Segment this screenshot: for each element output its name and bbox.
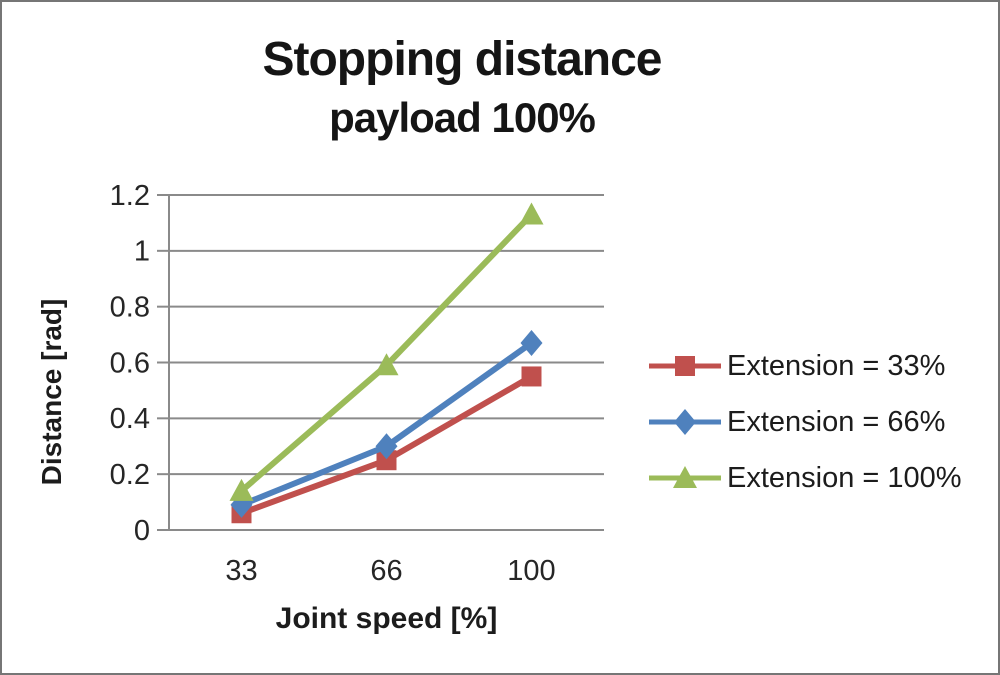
diamond-marker-icon	[375, 433, 398, 460]
triangle-marker-icon	[374, 353, 399, 376]
chart-title: Stopping distance	[262, 33, 662, 86]
y-axis-title: Distance [rad]	[36, 298, 67, 486]
x-axis-tick-label: 100	[507, 555, 555, 587]
y-axis-tick-label: 0.4	[110, 403, 150, 435]
legend-item: Extension = 100%	[646, 450, 962, 506]
legend-item: Extension = 33%	[646, 338, 962, 394]
triangle-marker-icon	[673, 466, 697, 488]
square-marker-icon	[521, 366, 542, 387]
y-axis-tick-label: 1	[134, 236, 150, 268]
y-axis-tick-label: 0.8	[110, 292, 150, 324]
legend-label: Extension = 66%	[727, 405, 946, 438]
legend: Extension = 33% Extension = 66% Extensio…	[646, 338, 962, 506]
triangle-marker-icon	[519, 202, 544, 225]
y-axis-tick-label: 1.2	[110, 180, 150, 212]
legend-label: Extension = 100%	[727, 461, 962, 494]
series-extension-100-	[229, 202, 544, 501]
triangle-marker-icon	[229, 478, 254, 501]
legend-marker-diamond-icon	[649, 409, 721, 435]
diamond-marker-icon	[520, 329, 543, 356]
x-axis-tick-label: 66	[370, 555, 402, 587]
square-marker-icon	[675, 356, 695, 376]
diamond-marker-icon	[674, 409, 696, 435]
y-axis-tick-label: 0.2	[110, 459, 150, 491]
legend-marker-triangle-icon	[649, 466, 721, 488]
legend-marker-square-icon	[649, 356, 721, 376]
square-marker-icon	[376, 450, 397, 471]
y-axis-tick-label: 0	[134, 515, 150, 547]
legend-item: Extension = 66%	[646, 394, 962, 450]
chart-subtitle: payload 100%	[329, 94, 596, 141]
legend-label: Extension = 33%	[727, 349, 946, 382]
y-axis-tick-label: 0.6	[110, 347, 150, 379]
x-axis-title: Joint speed [%]	[275, 602, 498, 635]
x-axis-tick-label: 33	[225, 555, 257, 587]
